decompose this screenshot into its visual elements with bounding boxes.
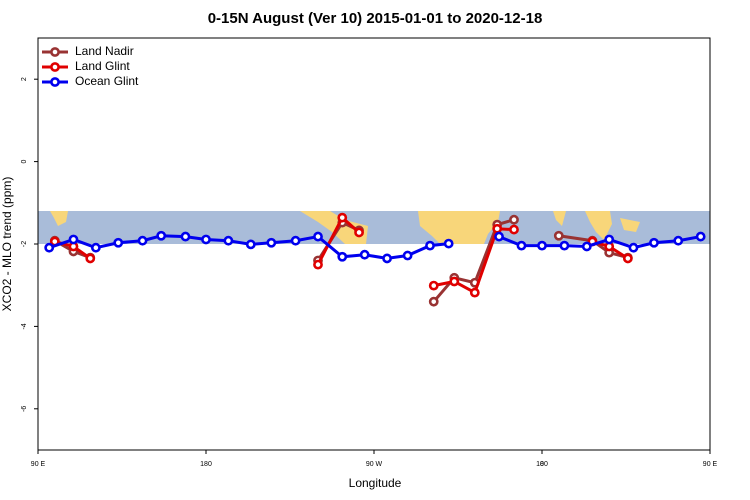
x-tick-label: 90 E — [31, 461, 46, 468]
point — [509, 224, 519, 235]
point — [68, 234, 79, 245]
point — [85, 253, 96, 264]
x-tick-label: 90 W — [366, 461, 383, 468]
point — [245, 239, 256, 250]
point — [313, 231, 323, 242]
point — [649, 237, 659, 248]
point — [90, 242, 101, 253]
point — [354, 227, 364, 238]
point — [223, 235, 234, 246]
chart-title: 0-15N August (Ver 10) 2015-01-01 to 2020… — [208, 10, 543, 27]
point — [494, 231, 504, 242]
legend-label: Land Nadir — [75, 44, 134, 58]
y-tick-label: -2 — [21, 241, 28, 247]
land — [50, 211, 68, 226]
x-tick-label: 0 — [540, 461, 544, 468]
y-axis-label: XCO2 - MLO trend (ppm) — [0, 177, 14, 312]
legend-marker — [50, 47, 60, 57]
x-tick-label: 180 — [536, 461, 548, 468]
point — [290, 235, 301, 246]
land — [585, 211, 612, 240]
y-tick-label: 2 — [21, 77, 28, 81]
legend-label: Ocean Glint — [75, 74, 139, 88]
point — [449, 276, 460, 287]
point — [509, 214, 519, 225]
land — [418, 211, 500, 244]
legend-marker — [50, 77, 60, 87]
point — [443, 238, 454, 249]
legend-label: Land Glint — [75, 59, 130, 73]
land — [553, 211, 566, 226]
point — [337, 212, 348, 223]
land — [300, 211, 368, 244]
x-tick-label: 180 — [200, 461, 212, 468]
y-tick-label: -4 — [21, 323, 28, 329]
point — [622, 253, 633, 264]
point — [559, 240, 570, 251]
point — [516, 240, 527, 251]
point — [201, 234, 211, 245]
point — [137, 235, 148, 246]
point — [673, 235, 684, 246]
point — [428, 280, 439, 291]
land — [620, 218, 640, 232]
y-tick-label: -6 — [21, 406, 28, 412]
y-tick-label: 0 — [21, 160, 28, 164]
point — [337, 251, 348, 262]
point — [359, 249, 370, 260]
point — [44, 242, 55, 253]
point — [492, 223, 503, 234]
point — [695, 231, 706, 242]
legend-marker — [50, 62, 60, 72]
point — [581, 241, 592, 252]
point — [537, 240, 547, 251]
point — [402, 250, 413, 261]
point — [113, 237, 124, 248]
point — [266, 237, 277, 248]
point — [382, 253, 392, 264]
x-tick-label: 90 E — [703, 461, 718, 468]
point — [628, 242, 639, 253]
point — [180, 231, 191, 242]
point — [428, 296, 439, 307]
point — [604, 234, 615, 245]
x-axis-label: Longitude — [349, 476, 402, 490]
point — [469, 287, 480, 298]
point — [553, 230, 564, 241]
point — [156, 230, 167, 241]
point — [313, 259, 323, 270]
point — [425, 240, 435, 251]
